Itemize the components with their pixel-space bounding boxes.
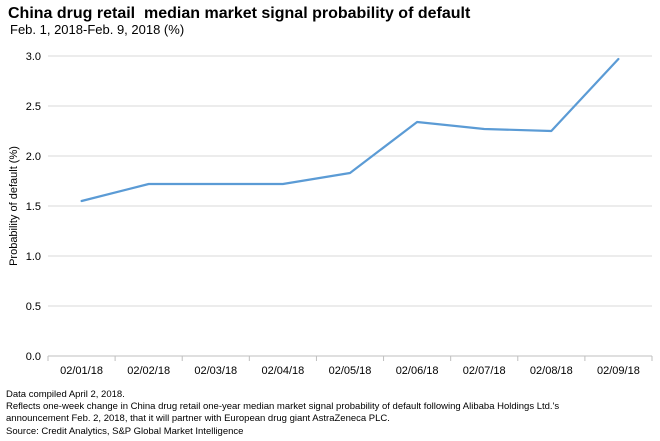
data-point xyxy=(146,182,151,187)
y-tick-label: 3.0 xyxy=(26,51,41,63)
y-tick-label: 1.5 xyxy=(26,201,41,213)
x-tick-label: 02/01/18 xyxy=(60,365,103,377)
y-tick-label: 2.5 xyxy=(26,101,41,113)
line-chart: 0.00.51.01.52.02.53.0 02/01/18 02/02/18 02… xyxy=(8,51,653,377)
note-compiled: Data compiled April 2, 2018. xyxy=(6,389,125,400)
note-source: Source: Credit Analytics, S&P Global Mar… xyxy=(6,425,244,437)
note-description: Reflects one-week change in China drug r… xyxy=(6,401,560,413)
x-tick-label: 02/06/18 xyxy=(396,365,439,377)
note-description-cont: announcement Feb. 2, 2018, that it will … xyxy=(6,413,390,425)
grid-lines xyxy=(48,55,652,307)
data-point xyxy=(482,127,487,132)
data-point xyxy=(79,199,84,204)
y-tick-label: 1.0 xyxy=(26,251,41,263)
data-point xyxy=(549,129,554,134)
x-tick-labels: 02/01/18 02/02/18 02/03/18 02/04/18 02/05/18… xyxy=(60,365,640,377)
data-point xyxy=(415,120,420,125)
y-tick-label: 0.5 xyxy=(26,301,41,313)
y-tick-labels: 0.0 0.5 1.0 1.5 2.0 2.5 3.0 xyxy=(26,51,41,363)
data-point xyxy=(348,171,353,176)
y-axis-label: Probability of default (%) xyxy=(8,146,20,266)
y-tick-label: 2.0 xyxy=(26,151,41,163)
series-layer xyxy=(79,57,621,204)
x-tick-label: 02/09/18 xyxy=(597,365,640,377)
x-tick-label: 02/08/18 xyxy=(530,365,573,377)
axes xyxy=(47,355,653,361)
x-tick-label: 02/05/18 xyxy=(329,365,372,377)
series-line xyxy=(80,57,620,203)
data-point xyxy=(213,182,218,187)
chart-subtitle: Feb. 1, 2018-Feb. 9, 2018 (%) xyxy=(10,22,185,37)
data-point xyxy=(616,57,621,62)
x-tick-label: 02/07/18 xyxy=(463,365,506,377)
data-point xyxy=(280,182,285,187)
x-tick-label: 02/04/18 xyxy=(261,365,304,377)
y-tick-label: 0.0 xyxy=(26,351,41,363)
x-tick-label: 02/02/18 xyxy=(127,365,170,377)
chart-title: China drug retail median market signal p… xyxy=(8,5,471,22)
chart-notes: Data compiled April 2, 2018. Reflects on… xyxy=(6,389,656,438)
x-tick-label: 02/03/18 xyxy=(194,365,237,377)
